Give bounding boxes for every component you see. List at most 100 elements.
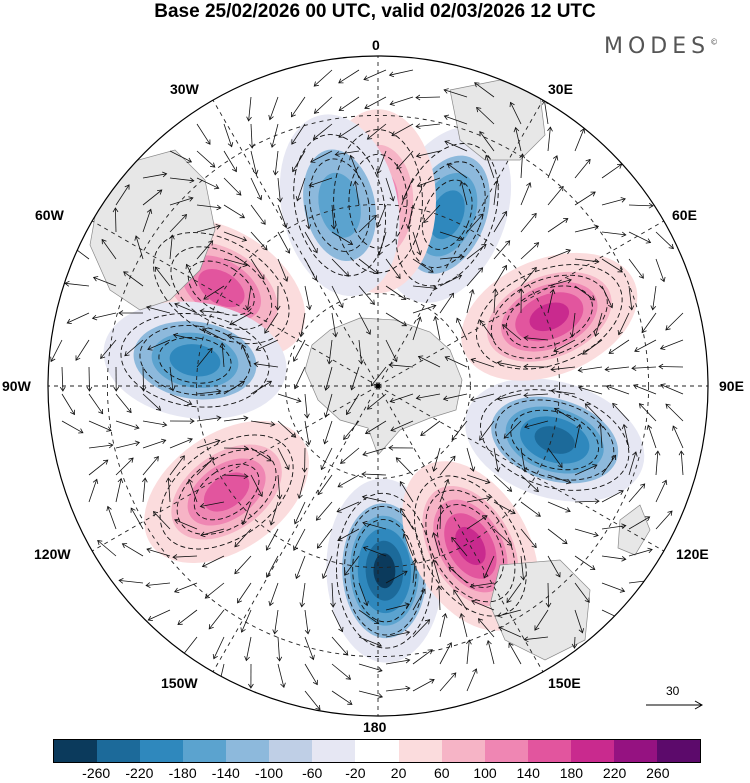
lon-label-150e: 150E: [548, 675, 581, 691]
wind-vector-99: [574, 224, 600, 233]
wind-vector-311: [678, 450, 685, 476]
wind-vector-369: [483, 555, 495, 579]
wind-vector-324: [399, 480, 414, 503]
wind-vector-433: [412, 649, 433, 665]
wind-vector-24: [443, 114, 468, 125]
meridian-330: [212, 99, 379, 387]
wind-vector-309: [628, 451, 638, 476]
wind-vector-14: [196, 123, 211, 145]
wind-vector-273: [277, 447, 290, 471]
wind-vector-76: [493, 180, 500, 206]
wind-vector-119: [520, 242, 540, 260]
wind-vector-64: [169, 196, 194, 206]
wind-vector-428: [277, 663, 286, 689]
wind-vector-378: [204, 582, 225, 599]
wind-vector-292: [169, 455, 185, 476]
wind-vector-285: [597, 423, 604, 449]
wind-vector-121: [574, 258, 600, 265]
wind-vector-20: [338, 123, 360, 138]
wind-vector-371: [547, 555, 561, 578]
wind-vector-68: [277, 204, 288, 229]
colorbar-swatch-7: [355, 740, 399, 762]
wind-vector-387: [448, 566, 468, 584]
wind-vector-325: [439, 478, 450, 503]
wind-vector-436: [486, 639, 495, 665]
wind-vector-16: [249, 123, 255, 149]
wind-vector-209: [444, 356, 468, 368]
wind-vector-327: [493, 501, 516, 515]
wind-vector-389: [506, 582, 522, 604]
wind-vector-319: [269, 501, 279, 526]
wind-vector-348: [493, 528, 513, 546]
wind-vector-362: [295, 555, 306, 580]
modes-logo: MODES©: [604, 34, 718, 59]
wind-vector-171: [75, 339, 90, 361]
wind-vector-374: [628, 547, 653, 557]
lon-label-30e: 30E: [548, 81, 573, 97]
wind-vector-360: [234, 555, 252, 575]
wind-vector-384: [385, 570, 408, 584]
wind-vector-194: [59, 366, 66, 392]
colorbar-tick-label: 20: [390, 765, 407, 781]
wind-vector-142: [547, 278, 572, 287]
wind-vector-80: [601, 197, 626, 206]
meridian-210: [212, 385, 379, 673]
wind-vector-153: [229, 312, 252, 326]
wind-vector-416: [331, 636, 349, 656]
wind-vector-276: [340, 447, 360, 464]
wind-vector-443: [439, 672, 457, 692]
wind-vector-431: [358, 663, 383, 673]
wind-vector-298: [317, 474, 333, 496]
anomaly-high-4: [461, 252, 638, 381]
wind-vector-427: [248, 663, 254, 689]
wind-vector-301: [395, 457, 414, 476]
wind-vector-50: [295, 177, 306, 202]
wind-vector-134: [331, 285, 344, 309]
wind-vector-145: [628, 285, 635, 311]
wind-vector-377: [173, 582, 198, 593]
wind-vector-173: [124, 339, 144, 357]
wind-vector-267: [115, 440, 141, 449]
colorbar-tick-label: 180: [559, 765, 584, 781]
wind-vector-157: [358, 312, 371, 335]
wind-vector-217: [658, 363, 684, 370]
wind-vector-355: [97, 540, 117, 557]
wind-vector-6: [290, 96, 306, 118]
wind-vector-58: [519, 153, 526, 179]
wind-vector-75: [459, 180, 468, 206]
wind-vector-271: [223, 445, 249, 452]
wind-vector-370: [520, 555, 526, 581]
wind-vector-220: [115, 393, 132, 414]
wind-vector-258: [479, 420, 495, 441]
wind-vector-229: [346, 393, 360, 416]
reference-vector-value: 30: [666, 684, 680, 698]
wind-vector-133: [304, 285, 312, 311]
wind-vector-130: [203, 285, 225, 300]
wind-vector-141: [520, 266, 537, 287]
wind-vector-41: [513, 126, 522, 152]
wind-vector-227: [304, 393, 310, 419]
wind-vector-73: [406, 204, 414, 230]
wind-vector-66: [223, 204, 246, 219]
wind-vector-10: [389, 96, 414, 106]
wind-vector-118: [493, 240, 511, 260]
brand-text: MODES: [604, 34, 711, 59]
wind-vector-102: [655, 231, 674, 250]
wind-vector-241: [660, 383, 684, 395]
wind-vector-338: [200, 528, 225, 538]
wind-vector-197: [140, 366, 147, 392]
wind-vector-266: [88, 442, 114, 449]
wind-vector-34: [310, 150, 333, 163]
wind-vector-192: [634, 339, 657, 352]
wind-vector-210: [470, 357, 495, 368]
wind-vector-166: [593, 312, 603, 337]
wind-vector-128: [154, 266, 171, 287]
wind-vector-100: [601, 231, 627, 238]
wind-vector-352: [601, 523, 627, 530]
wind-vector-67: [250, 204, 266, 225]
colorbar-tick-label: 260: [646, 765, 670, 781]
wind-vector-430: [331, 663, 352, 680]
colorbar-swatch-9: [441, 740, 485, 762]
wind-vector-409: [574, 609, 584, 634]
wind-vector-320: [293, 501, 306, 525]
